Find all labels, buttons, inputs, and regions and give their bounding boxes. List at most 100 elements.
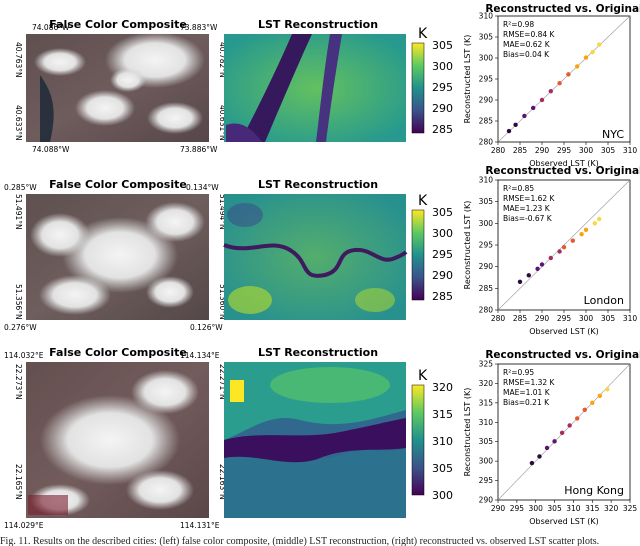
fc-lon-top-left: 74.086°W bbox=[32, 23, 70, 32]
fc-lat-right-top: 22.271°N bbox=[218, 364, 227, 400]
colorbar-tick: 295 bbox=[432, 248, 453, 261]
scatter-point bbox=[597, 42, 602, 47]
colorbar-tick: 315 bbox=[432, 408, 453, 421]
fc-lon-top-right: 0.134°W bbox=[186, 183, 219, 192]
colorbar-unit: K bbox=[418, 26, 428, 42]
stat-rmse: RMSE=1.32 K bbox=[503, 378, 556, 387]
y-tick-label: 305 bbox=[479, 197, 494, 206]
scatter-point bbox=[544, 445, 550, 451]
scatter-plot-area: 290 295 300 305 310 315 320 3252902953003053103… bbox=[479, 360, 638, 514]
scatter-title: Reconstructed vs. Original bbox=[485, 349, 640, 361]
y-tick-label: 295 bbox=[479, 75, 494, 84]
scatter-nyc: Reconstructed vs. Original 280 285 290 295 3… bbox=[463, 3, 640, 168]
fc-lat-left-bottom: 22.165°N bbox=[14, 464, 23, 500]
fc-lat-right-bottom: 40.631°N bbox=[218, 105, 227, 141]
y-tick-label: 285 bbox=[479, 284, 494, 293]
y-tick-label: 290 bbox=[479, 496, 494, 505]
colorbar-unit: K bbox=[418, 368, 428, 384]
y-tick-label: 310 bbox=[479, 418, 494, 427]
city-label: London bbox=[584, 294, 624, 307]
x-tick-label: 325 bbox=[623, 504, 638, 513]
scatter-point bbox=[590, 400, 595, 406]
city-label: Hong Kong bbox=[564, 484, 624, 497]
lst-title: LST Reconstruction bbox=[258, 346, 378, 359]
scatter-title: Reconstructed vs. Original bbox=[485, 3, 640, 15]
colorbar-tick: 290 bbox=[432, 269, 453, 282]
scatter-point bbox=[583, 227, 589, 233]
colorbar-tick: 300 bbox=[432, 489, 453, 502]
fc-lon-bottom-left: 0.276°W bbox=[4, 323, 37, 332]
x-axis-label: Observed LST (K) bbox=[529, 517, 598, 526]
stat-mae: MAE=1.01 K bbox=[503, 388, 551, 397]
false-color-image bbox=[26, 362, 209, 518]
city-label: NYC bbox=[602, 128, 624, 141]
stat-mae: MAE=0.62 K bbox=[503, 40, 551, 49]
stat-bias: Bias=-0.67 K bbox=[503, 214, 553, 223]
scatter-point bbox=[552, 439, 557, 444]
scatter-point bbox=[597, 393, 603, 399]
scatter-point bbox=[539, 262, 545, 267]
x-tick-label: 310 bbox=[623, 314, 638, 323]
row-london: False Color Composite 0.285°W 0.134°W 0.… bbox=[4, 178, 453, 332]
lst-image bbox=[224, 34, 406, 142]
stat-r2: R²=0.85 bbox=[503, 184, 534, 193]
scatter-point bbox=[582, 407, 587, 413]
x-tick-label: 295 bbox=[557, 314, 572, 323]
stat-r2: R²=0.95 bbox=[503, 368, 534, 377]
x-tick-label: 305 bbox=[601, 146, 616, 155]
scatter-point bbox=[537, 454, 542, 459]
fc-lat-right-top: 40.782°N bbox=[218, 42, 227, 78]
y-tick-label: 295 bbox=[479, 476, 494, 485]
y-axis-label: Reconstructed LST (K) bbox=[463, 388, 472, 477]
x-tick-label: 320 bbox=[604, 504, 619, 513]
fc-lat-left-top: 40.763°N bbox=[14, 42, 23, 78]
colorbar-tick: 320 bbox=[432, 381, 453, 394]
x-tick-label: 300 bbox=[579, 146, 594, 155]
y-tick-label: 310 bbox=[479, 176, 494, 185]
stat-r2: R²=0.98 bbox=[503, 20, 534, 29]
scatter-point bbox=[531, 105, 536, 111]
x-tick-label: 315 bbox=[585, 504, 600, 513]
scatter-point bbox=[566, 72, 571, 77]
scatter-point bbox=[575, 64, 580, 69]
scatter-point bbox=[522, 113, 527, 119]
colorbar-london: K 305 300 295 290 285 bbox=[411, 193, 453, 303]
fc-lat-left-top: 22.273°N bbox=[14, 364, 23, 400]
fc-lat-right-top: 51.494°N bbox=[218, 194, 227, 230]
fc-lat-right-bottom: 51.360°N bbox=[218, 284, 227, 320]
scatter-plot-area: 280 285 290 295 300 305 310 280 285 290 295 300 305 3… bbox=[479, 176, 638, 324]
scatter-point bbox=[557, 249, 562, 254]
fc-lon-bottom-right: 73.886°W bbox=[180, 145, 218, 154]
colorbar-tick: 305 bbox=[432, 39, 453, 52]
colorbar-nyc: K 305 300 295 290 285 bbox=[411, 26, 453, 136]
fc-lon-top-left: 0.285°W bbox=[4, 183, 37, 192]
colorbar-hongkong: K 320 315 310 305 300 bbox=[411, 368, 453, 502]
stat-rmse: RMSE=0.84 K bbox=[503, 30, 556, 39]
lst-image bbox=[224, 362, 406, 518]
identity-line bbox=[497, 15, 631, 143]
y-tick-label: 325 bbox=[479, 360, 494, 369]
y-tick-label: 300 bbox=[479, 54, 494, 63]
x-tick-label: 280 bbox=[491, 314, 506, 323]
stat-mae: MAE=1.23 K bbox=[503, 204, 551, 213]
y-tick-label: 305 bbox=[479, 437, 494, 446]
y-tick-label: 305 bbox=[479, 33, 494, 42]
y-tick-label: 285 bbox=[479, 117, 494, 126]
false-color-image bbox=[26, 32, 209, 142]
row-hongkong: False Color Composite 114.032°E 114.134°… bbox=[4, 346, 453, 530]
scatter-point bbox=[567, 423, 572, 428]
y-tick-label: 300 bbox=[479, 219, 494, 228]
fc-lat-left-top: 51.491°N bbox=[14, 194, 23, 230]
scatter-point bbox=[583, 55, 589, 60]
y-tick-label: 280 bbox=[479, 138, 494, 147]
fc-lon-bottom-right: 0.126°W bbox=[190, 323, 223, 332]
scatter-point bbox=[535, 266, 540, 272]
scatter-point bbox=[605, 387, 610, 392]
scatter-point bbox=[590, 49, 595, 55]
y-tick-label: 300 bbox=[479, 457, 494, 466]
fc-title: False Color Composite bbox=[49, 18, 187, 31]
scatter-title: Reconstructed vs. Original bbox=[485, 165, 640, 177]
fc-lat-right-bottom: 22.163°N bbox=[218, 464, 227, 500]
x-tick-label: 305 bbox=[547, 504, 562, 513]
colorbar-tick: 300 bbox=[432, 60, 453, 73]
